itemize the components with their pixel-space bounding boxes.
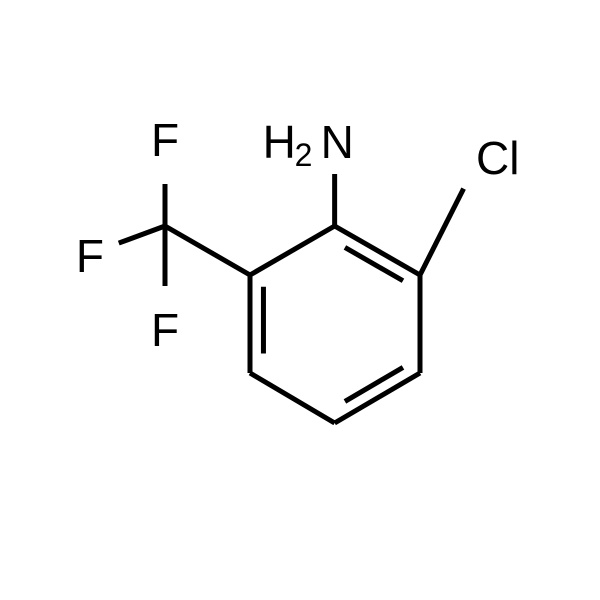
atom-label-sub: 2 xyxy=(295,137,313,173)
atom-label: Cl xyxy=(476,132,519,184)
atom-label-h: H xyxy=(263,116,296,168)
molecule-diagram: H2NClFFF xyxy=(0,0,600,600)
bond xyxy=(250,373,335,423)
bond xyxy=(420,189,464,275)
atom-label: N xyxy=(321,116,354,168)
atom-label: F xyxy=(151,304,179,356)
bond xyxy=(250,226,335,275)
bond xyxy=(165,226,250,275)
atom-label: F xyxy=(151,114,179,166)
atom-label: F xyxy=(76,230,104,282)
bond xyxy=(345,367,403,401)
bond xyxy=(119,226,165,243)
bond xyxy=(345,247,403,280)
